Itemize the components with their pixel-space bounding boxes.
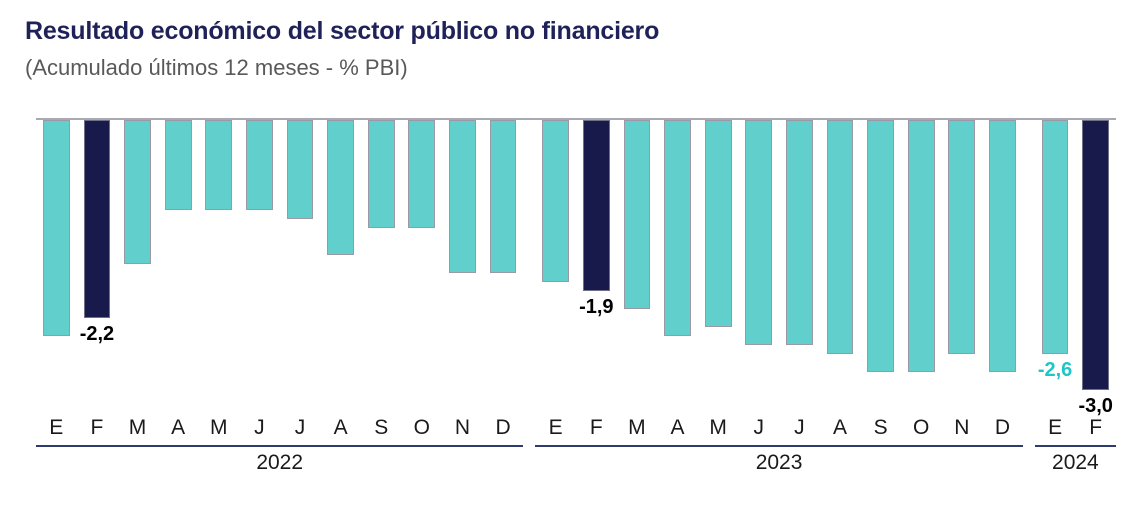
zero-baseline (36, 118, 1116, 120)
bar (623, 120, 651, 309)
bar (449, 120, 476, 273)
bar-column (42, 120, 70, 336)
month-tick-label: D (495, 416, 511, 439)
bar (367, 120, 395, 228)
month-tick-label: O (413, 416, 430, 439)
bar-column (704, 120, 732, 327)
bar-column (664, 120, 691, 336)
bar (489, 120, 517, 273)
month-tick-label: J (753, 416, 765, 439)
bar-column (907, 120, 935, 372)
bar-value-label: -3,0 (1078, 395, 1113, 417)
month-tick-label: O (913, 416, 930, 439)
bar-column (948, 120, 976, 354)
bar-column (1041, 120, 1069, 354)
bar (907, 120, 935, 372)
bar-value-label: -2,6 (1037, 359, 1073, 381)
bar-column (745, 120, 773, 345)
bar-column (205, 120, 233, 210)
bar (867, 120, 894, 372)
month-tick-label: A (171, 416, 186, 439)
year-group-label: 2022 (256, 451, 304, 474)
bar (408, 120, 436, 228)
month-tick-label: S (374, 416, 389, 439)
chart-title: Resultado económico del sector público n… (25, 17, 660, 45)
bar (124, 120, 151, 264)
month-tick-label: N (454, 416, 471, 439)
month-tick-label: S (873, 416, 888, 439)
bar-column (286, 120, 314, 219)
bar-value-label: -1,9 (579, 296, 614, 318)
plot-area: -2,2 -1,9 -2,6 -3,0 (36, 118, 1116, 416)
chart-subtitle: (Acumulado últimos 12 meses - % PBI) (25, 55, 408, 80)
bar (42, 120, 70, 336)
month-tick-label: J (294, 416, 306, 439)
bar-column (83, 120, 111, 318)
bar-highlight (1082, 120, 1110, 390)
bar (704, 120, 732, 327)
bar-column (582, 120, 610, 291)
bar-value-label: -2,2 (79, 323, 115, 345)
bar-column (989, 120, 1016, 372)
bar-column (327, 120, 354, 255)
month-tick-label: M (128, 416, 147, 439)
bar-column (449, 120, 476, 273)
month-tick-label: A (832, 416, 847, 439)
bar-column (367, 120, 395, 228)
month-tick-label: J (794, 416, 805, 439)
bar (245, 120, 273, 210)
bar-column (124, 120, 151, 264)
month-tick-label: J (254, 416, 265, 439)
bar-highlight (83, 120, 111, 318)
bar-column (542, 120, 570, 282)
bar-column (164, 120, 192, 210)
month-tick-label: D (994, 416, 1011, 439)
year-group-label: 2023 (755, 451, 803, 474)
month-tick-label: M (210, 416, 228, 439)
month-tick-label: E (1048, 416, 1063, 439)
month-tick-label: M (709, 416, 727, 439)
bar-column (1082, 120, 1110, 390)
bar-column (623, 120, 651, 309)
x-axis: E F M A M J J A S O N D E F M A M J J A S O N D E F 2022 2023 2024 (36, 415, 1116, 505)
month-tick-label: E (548, 416, 563, 439)
bar (785, 120, 813, 345)
bar (745, 120, 773, 345)
bar-column (489, 120, 517, 273)
year-group-rule (535, 445, 1023, 447)
year-group-rule (36, 445, 524, 447)
bar-column (245, 120, 273, 210)
bar (164, 120, 192, 210)
month-tick-label: F (90, 416, 104, 439)
bar (327, 120, 354, 255)
year-group-label: 2024 (1052, 451, 1099, 474)
month-tick-label: A (333, 416, 348, 439)
bar (1041, 120, 1069, 354)
bar (826, 120, 854, 354)
bar-column (408, 120, 436, 228)
bar (989, 120, 1016, 372)
month-tick-label: F (1089, 416, 1103, 439)
month-tick-label: M (628, 416, 646, 439)
bar (542, 120, 570, 282)
year-group-rule (1034, 445, 1116, 447)
bar-highlight (582, 120, 610, 291)
bar-column (867, 120, 894, 372)
bar-column (826, 120, 854, 354)
month-tick-label: E (49, 416, 64, 439)
month-tick-label: F (589, 416, 603, 439)
month-tick-label: N (954, 416, 970, 439)
bar (948, 120, 976, 354)
bar-column (785, 120, 813, 345)
bar (664, 120, 691, 336)
bar (205, 120, 233, 210)
bar (286, 120, 314, 219)
month-tick-label: A (670, 416, 685, 439)
